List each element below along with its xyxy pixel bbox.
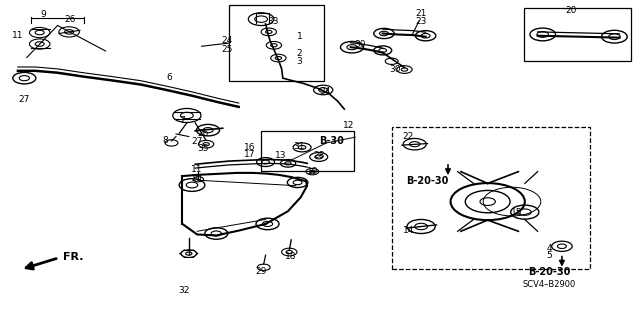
Text: 21: 21 [415, 9, 427, 18]
Text: 6: 6 [167, 73, 172, 82]
Text: 29: 29 [255, 267, 267, 276]
Text: 5: 5 [547, 251, 552, 260]
Text: 16: 16 [244, 143, 255, 152]
Text: 27: 27 [191, 137, 203, 146]
Text: 22: 22 [403, 132, 414, 141]
Text: 19: 19 [307, 167, 318, 176]
Bar [261, 131, 354, 171]
Text: 15: 15 [511, 208, 523, 217]
Text: 23: 23 [415, 17, 427, 26]
Text: 27: 27 [19, 95, 30, 104]
Text: 28: 28 [313, 151, 324, 160]
Text: 2: 2 [297, 49, 302, 58]
Text: 18: 18 [285, 252, 297, 261]
Text: B-20-30: B-20-30 [406, 176, 449, 186]
Bar [229, 5, 324, 81]
Text: 30: 30 [390, 65, 401, 74]
Text: 24: 24 [221, 36, 233, 45]
Text: 3: 3 [297, 57, 302, 66]
Text: 4: 4 [547, 244, 552, 253]
Text: 1: 1 [297, 32, 302, 41]
Text: 7: 7 [180, 116, 185, 125]
Text: 33: 33 [268, 17, 279, 26]
Text: SCV4–B2900: SCV4–B2900 [522, 280, 576, 289]
Text: 8: 8 [163, 137, 168, 145]
Text: 34: 34 [319, 87, 331, 96]
Text: B-30: B-30 [319, 136, 344, 146]
Bar [392, 127, 590, 269]
Text: 30: 30 [354, 40, 365, 48]
Bar [524, 8, 631, 61]
Text: 20: 20 [565, 6, 577, 15]
Text: 35: 35 [198, 144, 209, 153]
Text: 10: 10 [191, 174, 203, 182]
Text: 11: 11 [12, 31, 24, 40]
Text: 25: 25 [221, 45, 233, 54]
Text: 31: 31 [294, 142, 305, 151]
Text: 14: 14 [403, 226, 414, 235]
Text: B-20-30: B-20-30 [528, 267, 570, 277]
Text: 12: 12 [343, 121, 355, 130]
Text: 32: 32 [179, 286, 190, 295]
Text: 26: 26 [198, 129, 209, 138]
Text: FR.: FR. [63, 252, 83, 262]
Text: 17: 17 [244, 150, 255, 159]
Text: 11: 11 [191, 165, 203, 174]
Text: 9: 9 [41, 10, 46, 19]
Text: 26: 26 [65, 15, 76, 24]
Text: 13: 13 [275, 151, 286, 160]
